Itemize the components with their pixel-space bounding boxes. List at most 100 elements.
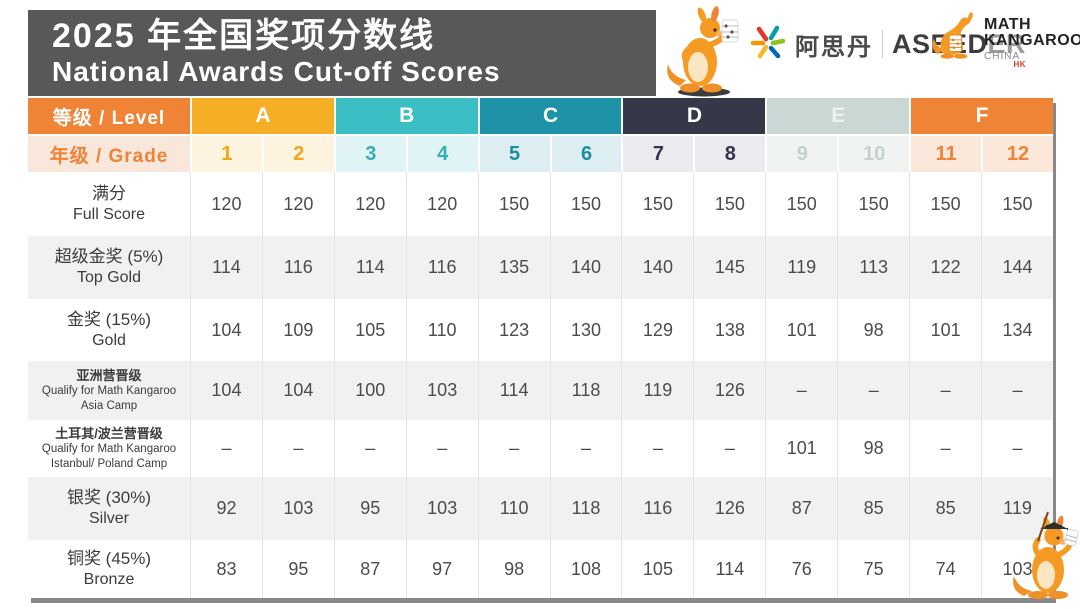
- aseeder-wordmark: ASEEDER HK: [892, 28, 1027, 69]
- score-cell: 126: [693, 361, 766, 420]
- score-cell: 87: [333, 540, 406, 598]
- score-cell: 144: [981, 236, 1053, 299]
- score-cell: 74: [909, 540, 981, 598]
- score-cell: 140: [621, 236, 694, 299]
- score-cell: 138: [693, 299, 765, 361]
- score-cell: 113: [837, 236, 910, 299]
- score-cell: 130: [549, 299, 622, 361]
- grade-header-label: 年级 / Grade: [28, 134, 190, 172]
- row-label: 土耳其/波兰营晋级 Qualify for Math Kangaroo Istanb…: [41, 425, 177, 471]
- grade-header-11: 11: [909, 134, 982, 172]
- score-cell: 101: [765, 299, 837, 361]
- score-cell: 110: [477, 477, 550, 540]
- row-label: 超级金奖 (5%) Top Gold: [28, 236, 190, 299]
- score-cell: 108: [549, 540, 622, 598]
- row-label: 银奖 (30%) Silver: [28, 477, 190, 540]
- page-title: 2025 年全国奖项分数线 National Awards Cut-off Sc…: [28, 10, 656, 96]
- score-cell: 104: [261, 361, 334, 420]
- score-cell: 76: [765, 540, 837, 598]
- score-cell: 95: [261, 540, 334, 598]
- score-cell: –: [981, 361, 1053, 420]
- score-cell: 145: [693, 236, 766, 299]
- grade-header-7: 7: [621, 134, 694, 172]
- score-cell: 105: [333, 299, 406, 361]
- score-cell: –: [333, 420, 406, 477]
- row-label: 亚洲营晋级 Qualify for Math Kangaroo Asia Camp: [28, 361, 190, 420]
- score-cell: –: [981, 420, 1053, 477]
- score-cell: 103: [405, 477, 478, 540]
- score-cell: –: [190, 420, 262, 477]
- level-header-D: D: [621, 98, 766, 134]
- score-cell: 100: [333, 361, 406, 420]
- score-cell: 116: [621, 477, 694, 540]
- math-kangaroo-icon: [928, 12, 978, 67]
- score-cell: 95: [333, 477, 406, 540]
- score-cell: 135: [477, 236, 550, 299]
- asdan-logo: 阿思丹 ASEEDER HK: [750, 22, 1027, 69]
- grade-header-6: 6: [549, 134, 622, 172]
- score-cell: 129: [621, 299, 693, 361]
- score-cell: 119: [765, 236, 838, 299]
- score-cell: 119: [621, 361, 694, 420]
- score-cell: 116: [405, 236, 478, 299]
- score-cell: 85: [909, 477, 982, 540]
- score-cell: 85: [837, 477, 910, 540]
- score-cell: 83: [190, 540, 262, 598]
- level-header-C: C: [477, 98, 622, 134]
- score-cell: 97: [405, 540, 478, 598]
- score-cell: –: [405, 420, 478, 477]
- score-cell: 75: [837, 540, 909, 598]
- grade-header-10: 10: [837, 134, 910, 172]
- math-kangaroo-wordmark: MATH KANGAROO CHINA: [984, 16, 1080, 62]
- score-cell: –: [261, 420, 334, 477]
- score-cell: 110: [405, 299, 478, 361]
- score-cell: 140: [549, 236, 622, 299]
- score-cell: 150: [981, 172, 1053, 236]
- row-label: 铜奖 (45%) Bronze: [66, 548, 152, 588]
- score-cell: –: [837, 361, 910, 420]
- title-chinese: 2025 年全国奖项分数线: [52, 17, 436, 55]
- score-cell: 101: [909, 299, 981, 361]
- score-cell: 122: [909, 236, 982, 299]
- score-cell: 150: [909, 172, 981, 236]
- grade-header-4: 4: [405, 134, 478, 172]
- score-cell: 150: [477, 172, 550, 236]
- score-cell: 103: [405, 361, 478, 420]
- level-header-label: 等级 / Level: [28, 98, 190, 134]
- score-cell: –: [765, 361, 838, 420]
- score-cell: 101: [765, 420, 837, 477]
- score-cell: 105: [621, 540, 693, 598]
- score-cell: 98: [477, 540, 550, 598]
- level-header-A: A: [190, 98, 334, 134]
- score-cell: 98: [837, 420, 909, 477]
- score-cell: 118: [549, 361, 622, 420]
- score-cell: 104: [190, 299, 262, 361]
- score-cell: 87: [765, 477, 838, 540]
- score-cell: 114: [693, 540, 765, 598]
- grade-header-8: 8: [693, 134, 766, 172]
- grade-header-12: 12: [981, 134, 1053, 172]
- math-kangaroo-logo: MATH KANGAROO CHINA: [928, 12, 1080, 67]
- score-cell: 114: [477, 361, 550, 420]
- score-cell: –: [621, 420, 693, 477]
- score-cell: 150: [837, 172, 909, 236]
- level-header-F: F: [909, 98, 1053, 134]
- score-cell: 104: [190, 361, 262, 420]
- asdan-asterisk-icon: [750, 24, 786, 65]
- score-cell: 150: [549, 172, 622, 236]
- kangaroo-corner-mascot-icon: [1010, 504, 1080, 604]
- score-cell: 134: [981, 299, 1053, 361]
- logo-divider: [882, 30, 883, 58]
- score-cell: 126: [693, 477, 766, 540]
- row-label: 金奖 (15%) Gold: [66, 309, 152, 349]
- score-cell: 150: [765, 172, 837, 236]
- score-cell: 114: [333, 236, 406, 299]
- asdan-name-chinese: 阿思丹: [795, 33, 873, 61]
- score-cell: 118: [549, 477, 622, 540]
- score-cell: 103: [981, 540, 1053, 598]
- score-cell: –: [549, 420, 622, 477]
- score-cell: –: [909, 361, 982, 420]
- grade-header-2: 2: [261, 134, 334, 172]
- grade-header-1: 1: [190, 134, 262, 172]
- score-cell: 123: [477, 299, 550, 361]
